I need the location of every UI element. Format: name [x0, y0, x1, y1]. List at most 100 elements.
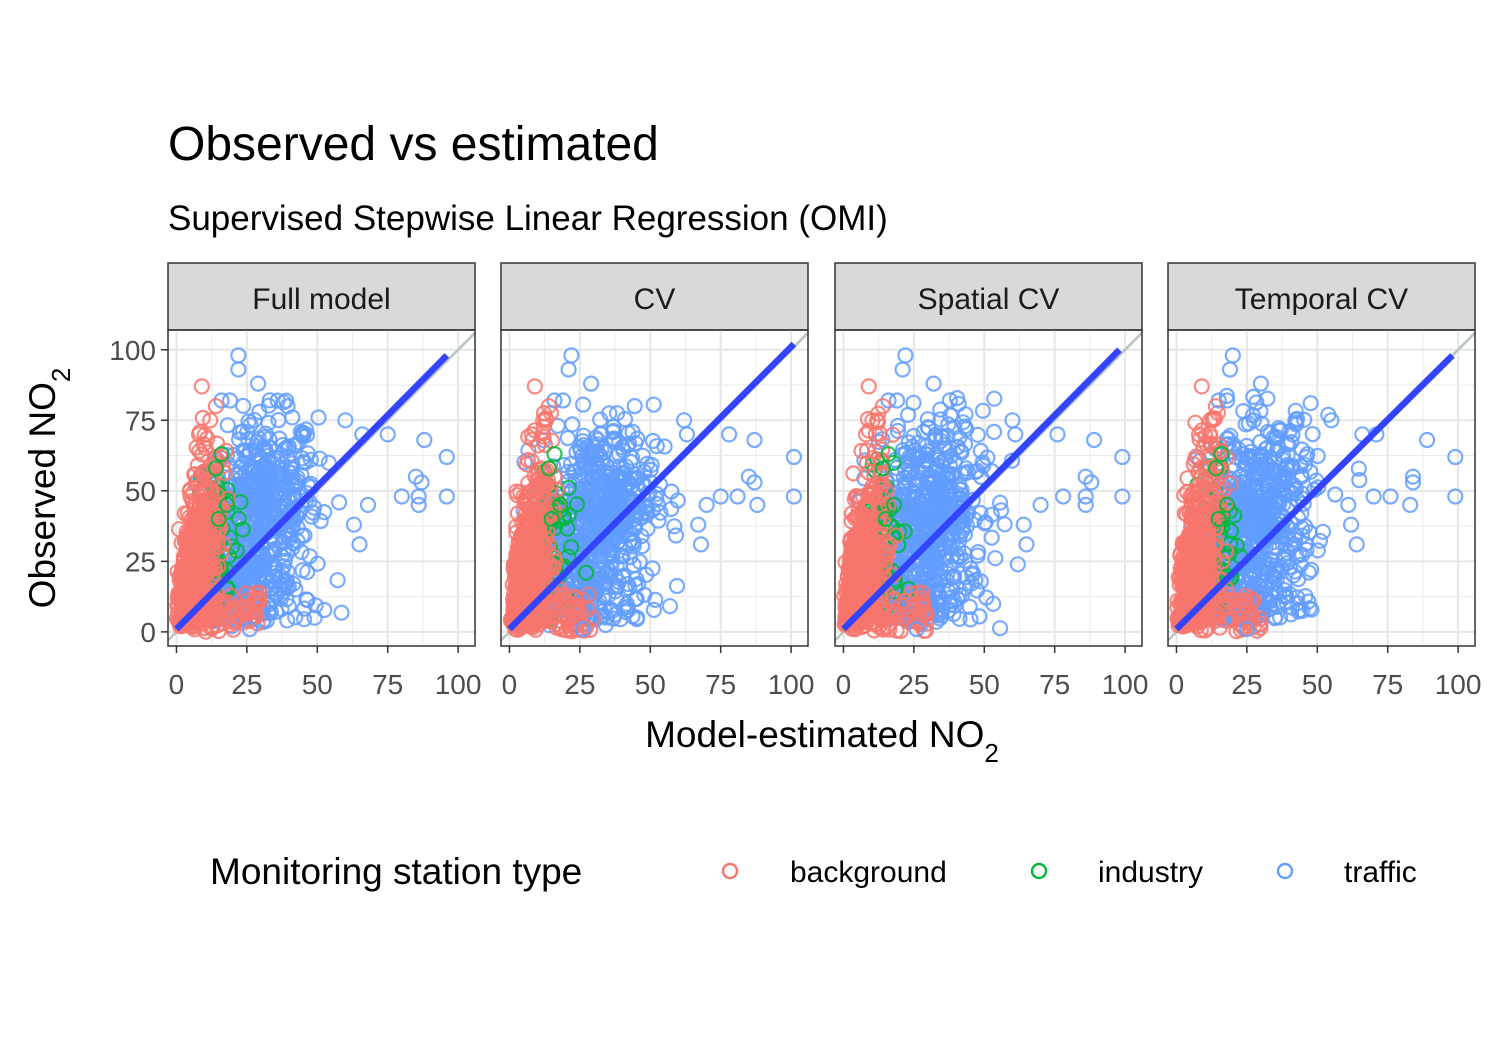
point-traffic [628, 590, 645, 608]
point-traffic [1327, 486, 1344, 503]
point-traffic [269, 392, 286, 409]
point-traffic [614, 460, 631, 477]
point-background [908, 584, 926, 601]
point-traffic [261, 392, 278, 409]
point-traffic [1309, 479, 1327, 496]
point-background [518, 456, 535, 473]
point-traffic [911, 572, 929, 590]
point-industry [213, 446, 230, 463]
point-background [535, 412, 552, 429]
point-background [546, 468, 563, 485]
point-background [509, 505, 527, 522]
point-traffic [613, 505, 631, 523]
point-traffic [624, 423, 641, 440]
point-traffic [1009, 556, 1026, 573]
point-traffic [729, 488, 746, 505]
point-background [525, 613, 542, 631]
point-background [540, 398, 558, 415]
point-background [181, 547, 198, 564]
point-traffic [991, 494, 1009, 511]
point-traffic [973, 468, 990, 486]
facet-panel: CV0 25 50 75 100 [500, 262, 814, 700]
plot-area [501, 331, 808, 643]
point-traffic [603, 545, 621, 562]
point-background [520, 558, 538, 575]
point-traffic [649, 496, 666, 513]
point-traffic [438, 448, 455, 466]
point-traffic [961, 598, 978, 615]
point-traffic [1285, 460, 1302, 477]
point-traffic [306, 609, 323, 626]
point-traffic [987, 550, 1004, 567]
point-traffic [273, 601, 290, 618]
point-traffic [749, 496, 766, 513]
point-traffic [983, 506, 1000, 523]
point-traffic [407, 468, 424, 485]
point-traffic [1049, 426, 1066, 443]
point-traffic [1247, 480, 1265, 497]
point-traffic [668, 577, 686, 595]
x-tick-label: 75 [372, 669, 403, 700]
point-traffic [905, 428, 922, 445]
point-traffic [894, 361, 911, 378]
point-background [193, 378, 210, 395]
point-traffic [1077, 468, 1094, 485]
plot-area [1168, 331, 1475, 643]
point-background [843, 505, 861, 522]
point-traffic [647, 591, 664, 609]
point-traffic [986, 390, 1003, 407]
point-traffic [1303, 601, 1320, 618]
point-traffic [949, 439, 966, 456]
point-traffic [1268, 571, 1285, 588]
point-traffic [1114, 488, 1131, 505]
point-traffic [1309, 542, 1326, 559]
point-traffic [746, 474, 763, 491]
point-traffic [589, 436, 606, 453]
point-traffic [971, 608, 988, 625]
facet-strip-label: Full model [252, 283, 390, 316]
point-traffic [1222, 427, 1239, 444]
point-traffic [296, 600, 313, 617]
point-industry [543, 510, 560, 528]
point-background [535, 483, 552, 500]
panel-border [500, 329, 809, 647]
point-traffic [614, 488, 631, 506]
point-traffic [1253, 517, 1270, 534]
point-traffic [626, 519, 644, 537]
point-background [881, 621, 898, 638]
point-traffic [602, 601, 619, 618]
point-background [867, 526, 884, 544]
point-traffic [393, 488, 410, 505]
point-traffic [1260, 560, 1277, 577]
facet-panel: Spatial CV0 25 50 75 100 [834, 262, 1148, 700]
x-tick-label: 0 [836, 669, 852, 700]
point-background [508, 546, 525, 563]
point-traffic [333, 604, 350, 621]
point-traffic [379, 426, 396, 443]
point-traffic [1304, 426, 1321, 443]
point-traffic [712, 488, 729, 505]
point-traffic [908, 620, 925, 638]
point-traffic [1114, 448, 1131, 466]
point-traffic [625, 556, 642, 574]
point-traffic [574, 396, 592, 413]
x-tick-label: 75 [705, 669, 736, 700]
point-traffic [574, 620, 591, 638]
point-traffic [1296, 411, 1313, 428]
point-background [870, 486, 888, 503]
point-traffic [1268, 429, 1286, 446]
point-traffic [1265, 481, 1282, 498]
point-traffic [587, 429, 604, 446]
point-traffic [1290, 570, 1307, 588]
point-traffic [645, 396, 662, 413]
point-background [520, 517, 538, 535]
point-traffic [580, 505, 597, 522]
point-traffic [633, 538, 651, 555]
point-background [221, 616, 238, 633]
point-traffic [316, 601, 333, 619]
fit-line [507, 341, 797, 632]
point-traffic [1085, 431, 1103, 449]
point-background [510, 588, 527, 605]
point-industry [230, 510, 247, 527]
point-industry [207, 460, 224, 477]
